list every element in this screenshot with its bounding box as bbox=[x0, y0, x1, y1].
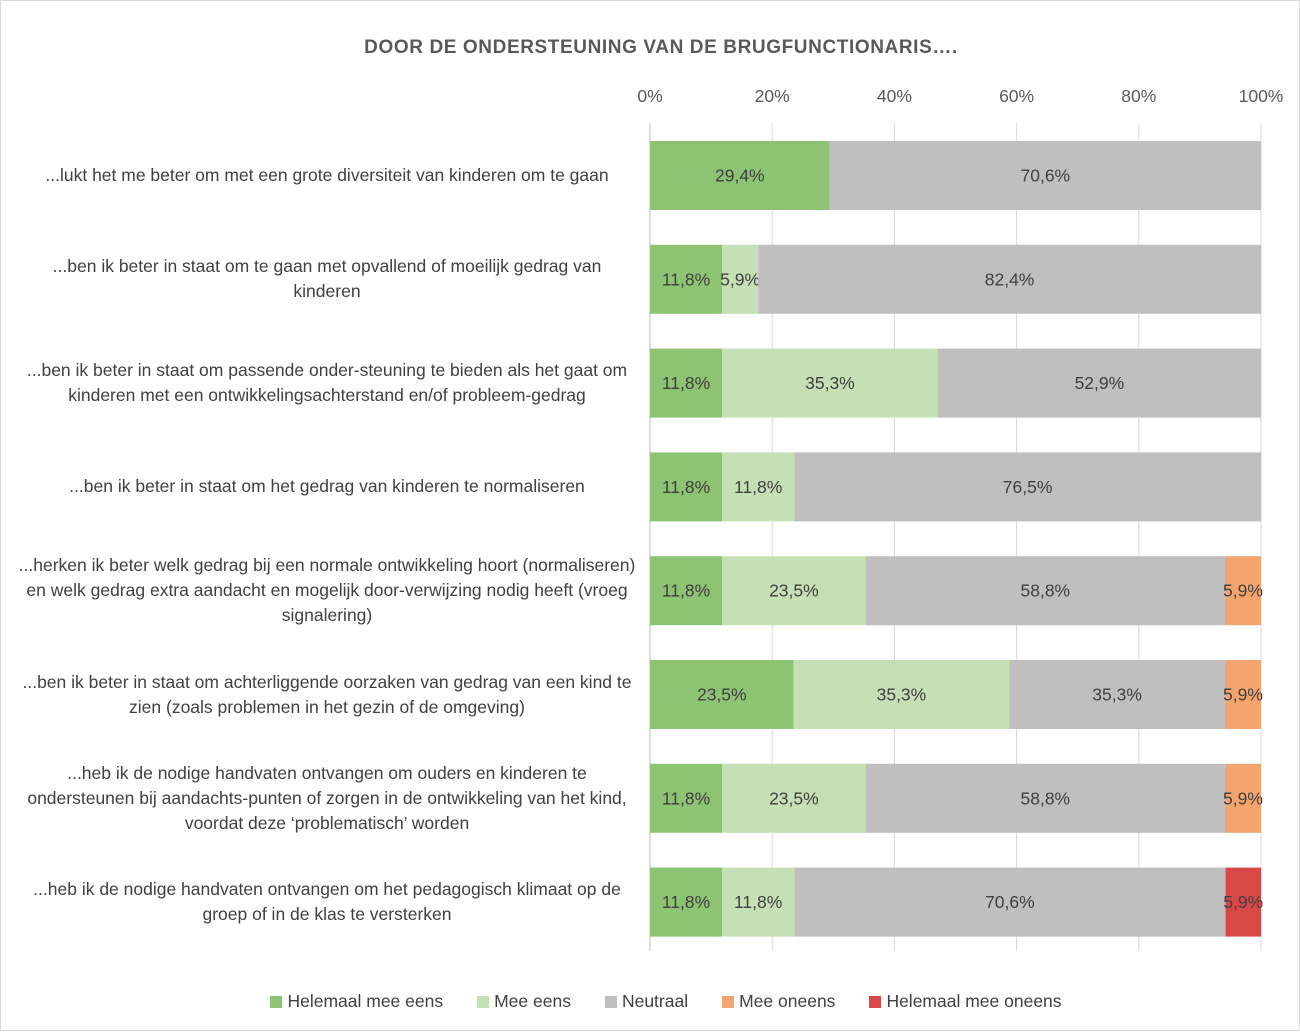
legend-label: Neutraal bbox=[621, 991, 689, 1011]
data-label: 5,9% bbox=[1223, 581, 1263, 601]
bar-segment bbox=[722, 867, 795, 937]
bar-segment bbox=[722, 452, 795, 522]
bar-segment bbox=[650, 452, 723, 522]
legend: Helemaal mee eens Mee eens Neutraal Mee one… bbox=[1, 991, 1300, 1012]
x-tick-label: 40% bbox=[877, 86, 912, 106]
bar-segment bbox=[650, 556, 723, 626]
data-label: 58,8% bbox=[1021, 788, 1071, 808]
bar-segment bbox=[722, 348, 938, 418]
data-label: 52,9% bbox=[1075, 373, 1125, 393]
bar-segment bbox=[650, 660, 794, 729]
bar-segment bbox=[865, 763, 1225, 833]
data-label: 11,8% bbox=[734, 892, 782, 912]
legend-swatch bbox=[604, 995, 617, 1008]
x-tick-label: 0% bbox=[637, 86, 662, 106]
bar-segment bbox=[650, 244, 723, 314]
data-label: 5,9% bbox=[1223, 788, 1263, 808]
data-label: 5,9% bbox=[720, 269, 760, 289]
data-label: 5,9% bbox=[1223, 892, 1263, 912]
category-label: ...heb ik de nodige handvaten ontvangen … bbox=[27, 762, 627, 833]
bar-segment bbox=[865, 556, 1225, 626]
legend-item: Mee eens bbox=[477, 991, 571, 1012]
bar-segment bbox=[650, 763, 723, 833]
bar-segment bbox=[1224, 556, 1261, 626]
category-label: ...ben ik beter in staat om te gaan met … bbox=[52, 256, 602, 302]
data-label: 35,3% bbox=[877, 685, 927, 705]
x-tick-label: 20% bbox=[755, 86, 790, 106]
bar-segment bbox=[1224, 660, 1261, 729]
data-label: 35,3% bbox=[805, 373, 855, 393]
data-label: 11,8% bbox=[734, 477, 782, 497]
legend-swatch bbox=[722, 995, 735, 1008]
data-label: 11,8% bbox=[662, 373, 710, 393]
legend-item: Mee oneens bbox=[722, 991, 835, 1012]
chart-title: DOOR DE ONDERSTEUNING VAN DE BRUGFUNCTIO… bbox=[364, 37, 958, 58]
data-label: 5,9% bbox=[1223, 685, 1263, 705]
data-label: 29,4% bbox=[715, 166, 765, 186]
legend-label: Mee oneens bbox=[739, 991, 836, 1011]
category-label: ...lukt het me beter om met een grote di… bbox=[45, 165, 609, 185]
legend-swatch bbox=[270, 995, 283, 1008]
bar-segment bbox=[793, 660, 1010, 729]
data-label: 11,8% bbox=[662, 581, 710, 601]
data-label: 58,8% bbox=[1021, 581, 1071, 601]
category-label: ...ben ik beter in staat om achterliggen… bbox=[22, 671, 632, 717]
data-label: 70,6% bbox=[1021, 166, 1071, 186]
legend-item: Helemaal mee eens bbox=[270, 991, 443, 1012]
data-label: 11,8% bbox=[662, 892, 710, 912]
legend-item: Neutraal bbox=[604, 991, 689, 1012]
category-label: ...ben ik beter in staat om passende ond… bbox=[26, 360, 628, 406]
bar-segment bbox=[650, 867, 723, 937]
data-label: 11,8% bbox=[662, 477, 710, 497]
bar-segment bbox=[650, 348, 723, 418]
bar-segment bbox=[722, 244, 759, 314]
bar-segment bbox=[937, 348, 1261, 418]
x-tick-label: 100% bbox=[1239, 86, 1284, 106]
bar-segment bbox=[794, 452, 1261, 522]
data-label: 76,5% bbox=[1003, 477, 1053, 497]
x-tick-label: 60% bbox=[999, 86, 1034, 106]
legend-swatch bbox=[477, 995, 490, 1008]
data-label: 23,5% bbox=[697, 685, 747, 705]
bar-segment bbox=[1225, 867, 1261, 937]
data-label: 35,3% bbox=[1092, 685, 1142, 705]
data-label: 70,6% bbox=[985, 892, 1035, 912]
legend-swatch bbox=[869, 995, 882, 1008]
data-label: 11,8% bbox=[662, 269, 710, 289]
bar-segment bbox=[1009, 660, 1225, 729]
data-label: 11,8% bbox=[662, 788, 710, 808]
bar-segment bbox=[829, 141, 1261, 210]
data-label: 82,4% bbox=[985, 269, 1035, 289]
bar-segment bbox=[794, 867, 1226, 937]
category-label: ...herken ik beter welk gedrag bij een n… bbox=[18, 555, 636, 626]
legend-label: Helemaal mee oneens bbox=[886, 991, 1062, 1011]
legend-label: Mee eens bbox=[494, 991, 571, 1011]
bar-segment bbox=[1224, 763, 1261, 833]
x-tick-label: 80% bbox=[1121, 86, 1156, 106]
legend-item: Helemaal mee oneens bbox=[869, 991, 1062, 1012]
data-label: 23,5% bbox=[769, 788, 819, 808]
category-label: ...ben ik beter in staat om het gedrag v… bbox=[69, 476, 585, 497]
category-label: ...heb ik de nodige handvaten ontvangen … bbox=[33, 879, 621, 925]
legend-label: Helemaal mee eens bbox=[287, 991, 444, 1011]
bar-segment bbox=[650, 141, 830, 210]
bar-segment bbox=[722, 763, 866, 833]
data-label: 23,5% bbox=[769, 581, 819, 601]
bar-segment bbox=[722, 556, 866, 626]
bar-segment bbox=[758, 244, 1261, 314]
